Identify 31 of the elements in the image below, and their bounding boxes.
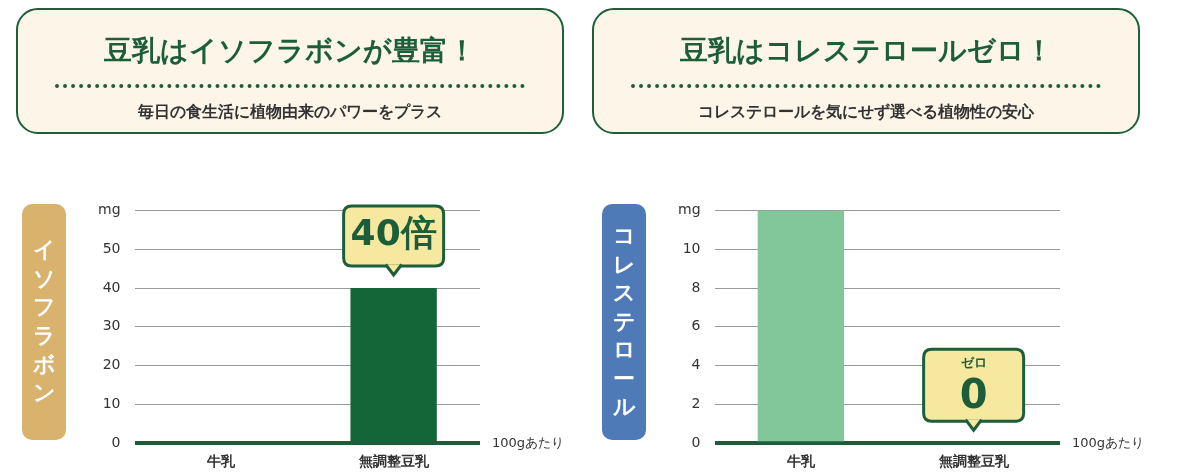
label-tab: コレステロール (602, 204, 646, 440)
y-tick-label: 30 (102, 317, 121, 334)
x-tick-label: 無調整豆乳 (357, 453, 430, 470)
x-tick-label: 牛乳 (785, 453, 816, 470)
text: 100gあたり (1072, 434, 1145, 450)
y-tick-label: 20 (102, 356, 121, 373)
text: 100gあたり (492, 434, 565, 450)
y-tick-label: 40 (102, 278, 121, 295)
y-axis-title: イソフラボン (33, 236, 56, 408)
y-tick-label: 8 (691, 278, 701, 295)
chart-subtitle: 毎日の食生活に植物由来のパワーをプラス (137, 102, 443, 123)
y-tick-label: 50 (102, 239, 121, 256)
chart-title: 豆乳はイソフラボンが豊富！ (103, 33, 477, 69)
y-tick-label: mg (677, 201, 701, 218)
y-tick-label: 2 (691, 395, 701, 412)
x-tick-label: 無調整豆乳 (937, 453, 1010, 470)
chart-subtitle: コレステロールを気にせず選べる植物性の安心 (697, 102, 1035, 123)
y-tick-label: 10 (682, 239, 701, 256)
y-tick-label: mg (97, 201, 121, 218)
annotation: 40倍 (350, 212, 437, 254)
label-tab: イソフラボン (22, 204, 66, 440)
y-tick-label: 6 (691, 317, 701, 334)
y-tick-label: 0 (111, 433, 121, 450)
x-tick-label: 牛乳 (205, 453, 236, 470)
y-tick-label: 10 (102, 395, 121, 412)
y-axis-title: コレステロール (613, 221, 636, 422)
y-tick-label: 0 (691, 433, 701, 450)
y-tick-label: 4 (691, 356, 701, 373)
chart-title: 豆乳はコレステロールゼロ！ (678, 33, 1054, 69)
annotation: 0 (959, 370, 988, 417)
annotation: ゼロ (960, 354, 987, 370)
